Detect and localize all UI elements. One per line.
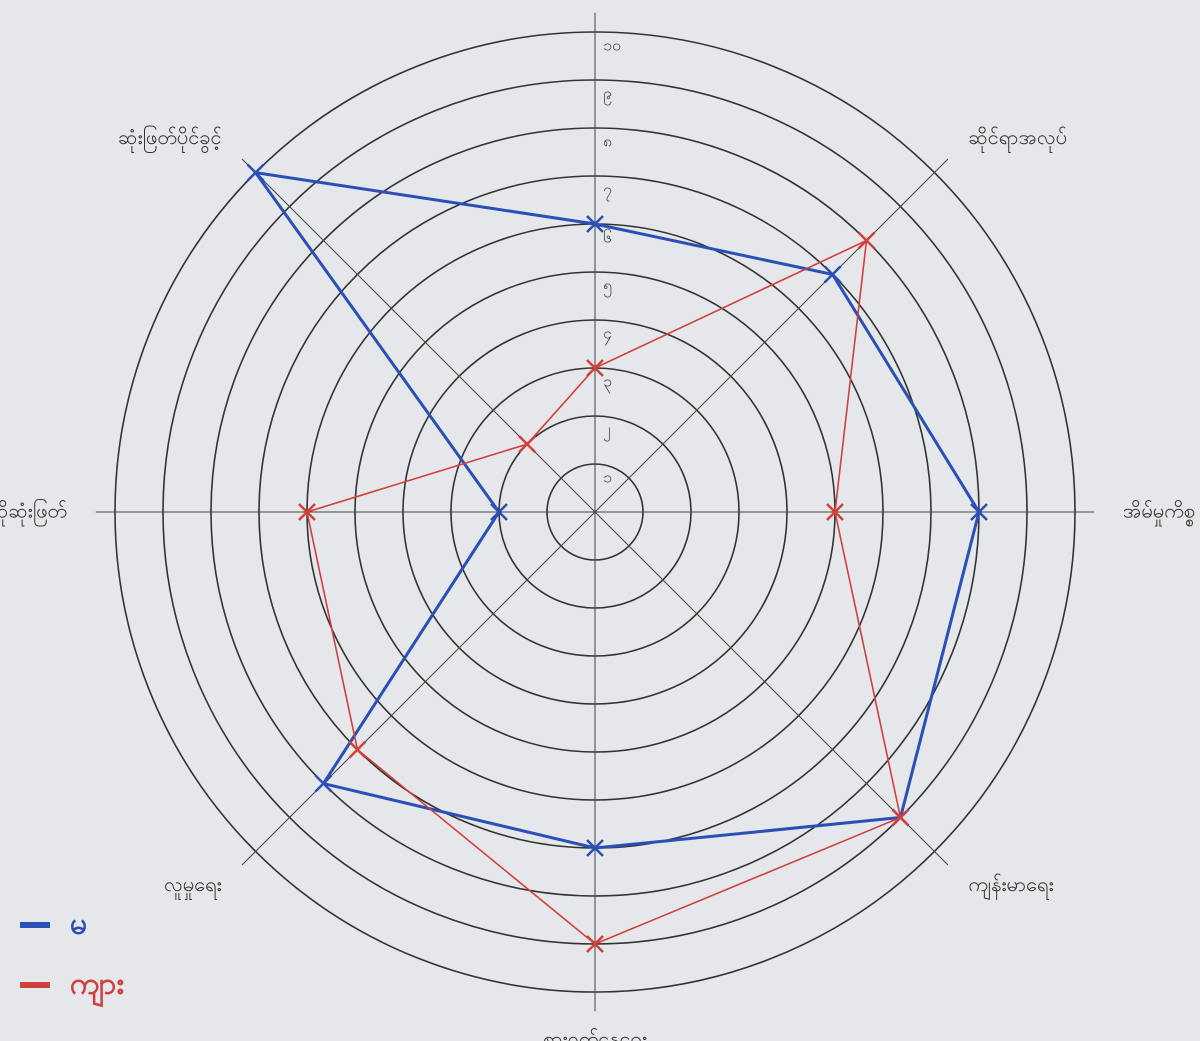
data-point (857, 231, 876, 250)
axis-label: ဆုံးဖြတ်ပိုင်ခွင့် (118, 125, 222, 153)
tick: ၈ (603, 132, 612, 151)
tick: ၂ (603, 420, 611, 442)
data-point (586, 935, 604, 953)
data-point (826, 503, 844, 521)
data-point (823, 265, 842, 284)
tick: ၄ (603, 324, 612, 346)
data-point (490, 503, 508, 521)
axis-line (241, 158, 596, 513)
axis-label: ကျန်းမာရေး (968, 872, 1053, 900)
axis-line (241, 511, 596, 866)
axis-line (594, 158, 949, 513)
axis-line (594, 511, 949, 866)
tick: ၃ (603, 372, 612, 394)
tick: ၅ (603, 276, 612, 298)
data-point (348, 740, 367, 759)
tick: ၇ (603, 180, 612, 202)
axis-label: အိမ်မှုကိစ္စ (1123, 499, 1195, 527)
data-point (586, 839, 604, 857)
tick: ၆ (603, 228, 612, 247)
axis-label: ပြောဆိုဆုံးဖြတ် (0, 499, 67, 527)
tick: ၉ (603, 84, 612, 106)
axis-label: လူမှုရေး (164, 872, 222, 900)
legend-text: ကျား (70, 967, 124, 1008)
data-point (518, 435, 537, 454)
data-point (246, 163, 265, 182)
legend-text: မ (70, 907, 87, 942)
tick: ၁၀ (603, 36, 621, 55)
data-point (314, 774, 333, 793)
axis-label: စားဝတ်နေရေး (543, 1027, 647, 1041)
data-point (970, 503, 988, 521)
tick: ၁ (603, 468, 612, 487)
data-point (891, 808, 910, 827)
data-point (586, 359, 604, 377)
data-point (298, 503, 316, 521)
axis-label: ဆိုင်ရာအလုပ် (968, 125, 1067, 153)
data-point (586, 215, 604, 233)
